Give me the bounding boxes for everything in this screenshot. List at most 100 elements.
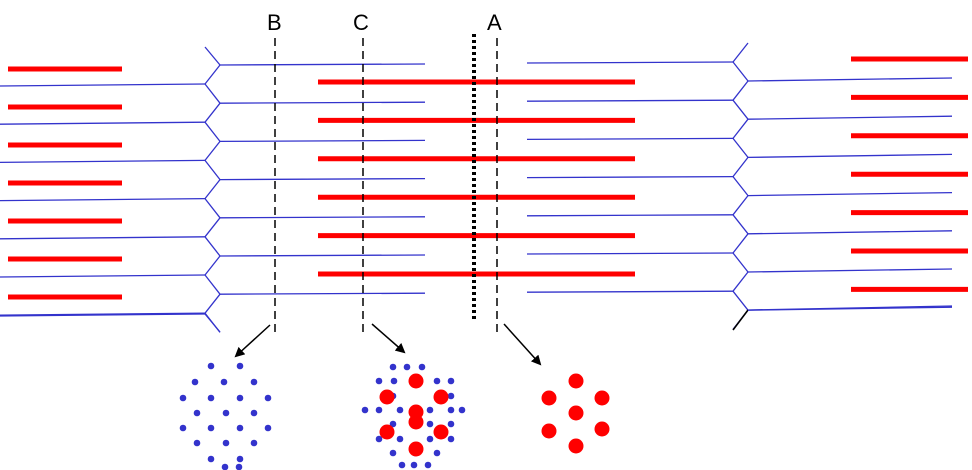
actin-dot bbox=[433, 377, 441, 385]
myosin-dot bbox=[594, 390, 610, 406]
actin-dot bbox=[222, 439, 230, 447]
actin-dot bbox=[236, 362, 244, 370]
thin-filament-right-inner bbox=[526, 99, 734, 102]
actin-dot bbox=[264, 424, 272, 432]
actin-dot bbox=[361, 406, 369, 414]
thin-filament-right-outer bbox=[747, 77, 953, 82]
actin-dot bbox=[426, 435, 434, 443]
myosin-dot bbox=[568, 373, 584, 389]
myosin-dot bbox=[541, 390, 557, 406]
myosin-dot bbox=[408, 441, 424, 457]
actin-dot bbox=[447, 435, 455, 443]
actin-dot bbox=[424, 461, 432, 469]
center-thick-filaments bbox=[318, 79, 635, 277]
arrow-c bbox=[371, 323, 406, 354]
thin-filament-right-inner bbox=[526, 137, 734, 141]
right-thick-filaments bbox=[851, 56, 968, 292]
actin-dot bbox=[207, 394, 215, 402]
cross-section-c bbox=[361, 363, 466, 469]
thin-filament-right-inner bbox=[526, 175, 734, 179]
thin-filament-left-outer bbox=[0, 121, 206, 125]
thin-filament-right-inner bbox=[526, 252, 734, 255]
z-disc-right-segment bbox=[732, 61, 749, 82]
z-disc-left-segment bbox=[204, 64, 221, 85]
actin-dot bbox=[191, 378, 199, 386]
z-disc-left-segment bbox=[204, 121, 221, 142]
actin-dot bbox=[458, 406, 466, 414]
z-disc-left-bottom-segment bbox=[204, 313, 221, 333]
z-disc-right-segment bbox=[732, 156, 749, 178]
z-disc-right-segment bbox=[732, 137, 749, 158]
thin-filament-left-inner bbox=[219, 254, 426, 257]
myosin-dot bbox=[408, 373, 424, 389]
thin-filament-right-outer bbox=[747, 153, 953, 159]
z-disc-right-segment bbox=[732, 195, 749, 216]
actin-dot bbox=[396, 435, 404, 443]
z-disc-left-top-segment bbox=[204, 46, 221, 66]
z-disc-right-segment bbox=[732, 233, 749, 254]
thin-filament-right-outer bbox=[747, 268, 953, 273]
actin-dot bbox=[396, 406, 404, 414]
z-disc-right-segment bbox=[732, 271, 749, 292]
myosin-dot bbox=[568, 405, 584, 421]
actin-dot bbox=[433, 449, 441, 457]
thin-filament-left-outer bbox=[0, 236, 206, 240]
actin-dot bbox=[250, 409, 258, 417]
actin-dot bbox=[221, 463, 229, 470]
thin-filament-left-outer bbox=[0, 83, 206, 87]
actin-dot bbox=[410, 461, 418, 469]
actin-dot bbox=[389, 449, 397, 457]
z-disc-left-segment bbox=[204, 274, 221, 295]
actin-dot bbox=[250, 378, 258, 386]
cross-section-b bbox=[179, 362, 272, 470]
left-thin-filaments bbox=[0, 63, 426, 317]
actin-dot bbox=[179, 394, 187, 402]
thin-filament-left-outer bbox=[0, 312, 206, 316]
actin-dot bbox=[236, 455, 244, 463]
actin-dot bbox=[207, 424, 215, 432]
thin-filament-left-outer bbox=[0, 197, 206, 202]
actin-dot bbox=[389, 363, 397, 371]
z-disc-right-segment bbox=[732, 290, 749, 311]
left-z-disc bbox=[204, 46, 221, 333]
z-disc-right-segment bbox=[732, 80, 749, 101]
thin-filament-right-inner bbox=[526, 61, 734, 64]
actin-dot bbox=[447, 392, 455, 400]
z-disc-left-segment bbox=[204, 159, 221, 181]
thin-filament-left-inner bbox=[219, 216, 426, 219]
myosin-dot bbox=[379, 424, 395, 440]
myosin-dot bbox=[433, 424, 449, 440]
z-disc-right-bottom-segment bbox=[732, 309, 749, 331]
z-disc-right-segment bbox=[732, 252, 749, 273]
actin-dot bbox=[207, 455, 215, 463]
actin-dot bbox=[426, 420, 434, 428]
actin-dot bbox=[375, 406, 383, 414]
thin-filament-right-outer bbox=[747, 191, 953, 197]
actin-dot bbox=[264, 394, 272, 402]
actin-dot bbox=[193, 409, 201, 417]
actin-dot bbox=[447, 420, 455, 428]
z-disc-right-top-segment bbox=[732, 42, 749, 63]
actin-dot bbox=[447, 406, 455, 414]
actin-dot bbox=[222, 409, 230, 417]
z-disc-left-segment bbox=[204, 217, 221, 238]
actin-dot bbox=[418, 363, 426, 371]
thin-filament-left-outer bbox=[0, 274, 206, 278]
z-disc-right-segment bbox=[732, 118, 749, 139]
arrow-a bbox=[503, 323, 542, 366]
z-disc-left-segment bbox=[204, 255, 221, 276]
label-b: B bbox=[267, 10, 282, 35]
myosin-dot bbox=[541, 423, 557, 439]
myosin-dot bbox=[568, 438, 584, 454]
thin-filament-left-outer bbox=[0, 159, 206, 164]
actin-dot bbox=[390, 377, 398, 385]
actin-dot bbox=[193, 439, 201, 447]
actin-dot bbox=[250, 439, 258, 447]
actin-dot bbox=[236, 424, 244, 432]
actin-dot bbox=[389, 420, 397, 428]
actin-dot bbox=[375, 377, 383, 385]
label-a: A bbox=[487, 10, 502, 35]
actin-dot bbox=[403, 363, 411, 371]
actin-dot bbox=[207, 362, 215, 370]
